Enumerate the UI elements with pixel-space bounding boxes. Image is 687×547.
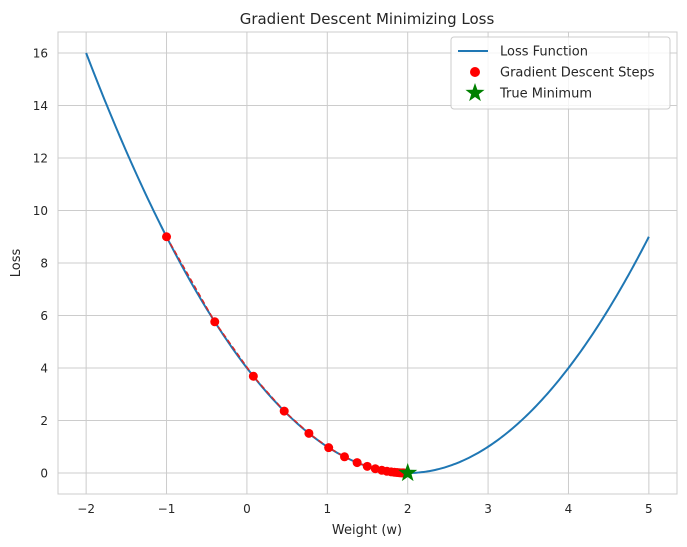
x-tick-label: 1: [323, 502, 331, 516]
gradient-step-point: [248, 371, 258, 381]
y-axis-label: Loss: [9, 249, 24, 278]
x-tick-label: 0: [243, 502, 251, 516]
legend-label-minimum: True Minimum: [499, 87, 592, 102]
x-tick-label: 2: [404, 502, 412, 516]
gradient-step-point: [279, 406, 289, 416]
y-tick-label: 2: [40, 414, 48, 428]
gradient-step-point: [162, 232, 172, 242]
x-tick-label: −2: [77, 502, 95, 516]
y-tick-labels: 0 2 4 6 8 10 12 14 16: [33, 47, 48, 481]
gradient-step-point: [304, 428, 314, 438]
x-tick-label: 4: [565, 502, 573, 516]
y-tick-label: 0: [40, 467, 48, 481]
legend: Loss Function Gradient Descent Steps Tru…: [450, 36, 671, 110]
gradient-step-point: [340, 452, 350, 462]
x-tick-labels: −2 −1 0 1 2 3 4 5: [77, 502, 652, 516]
legend-dot-swatch: [470, 67, 480, 77]
legend-label-steps: Gradient Descent Steps: [500, 66, 655, 81]
gradient-step-point: [210, 317, 220, 327]
gradient-step-point: [324, 443, 334, 453]
x-axis-label: Weight (w): [332, 523, 402, 538]
legend-star-swatch: [465, 83, 485, 102]
true-minimum-marker: [398, 463, 418, 482]
y-tick-label: 4: [40, 362, 48, 376]
legend-box: [450, 36, 671, 110]
x-tick-label: 5: [645, 502, 653, 516]
series-layer: [85, 52, 650, 482]
y-tick-label: 16: [33, 47, 48, 61]
chart-title: Gradient Descent Minimizing Loss: [240, 10, 495, 28]
legend-label-loss: Loss Function: [500, 45, 588, 60]
y-tick-label: 8: [40, 257, 48, 271]
y-tick-label: 10: [33, 204, 48, 218]
y-tick-label: 6: [40, 309, 48, 323]
gradient-step-point: [352, 458, 362, 468]
y-tick-label: 14: [33, 99, 48, 113]
x-tick-label: 3: [484, 502, 492, 516]
gradient-step-point: [362, 461, 372, 471]
grid: [58, 32, 677, 494]
x-tick-label: −1: [158, 502, 176, 516]
y-tick-label: 12: [33, 152, 48, 166]
